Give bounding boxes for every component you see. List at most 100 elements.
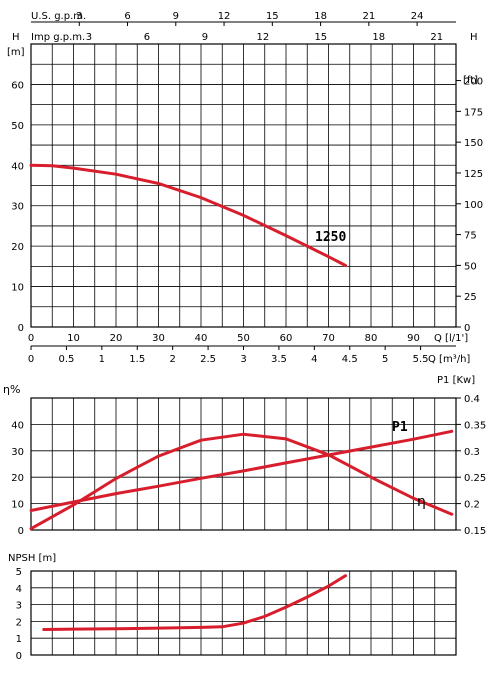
head-m-tick-label: 30	[11, 202, 24, 213]
flow-lmin-tick-label: 50	[237, 333, 250, 344]
us-gpm-tick-label: 12	[218, 11, 231, 22]
eta-tick-label: 40	[11, 420, 24, 431]
npsh-tick-label: 5	[16, 567, 22, 578]
npsh-chart-frame	[30, 570, 457, 656]
head-m-tick-label: 20	[11, 242, 24, 253]
head-m-tick-labels: 0 10 20 30 40 50 60	[11, 80, 24, 334]
eta-tick-label: 0	[18, 526, 24, 537]
flow-lmin-tick-label: 80	[365, 333, 378, 344]
right-axis-h-label: H	[470, 32, 478, 43]
npsh-tick-labels: 0 1 2 3 4 5	[16, 567, 22, 662]
flow-m3h-tick-label: 3	[240, 354, 246, 365]
flow-lmin-tick-label: 90	[407, 333, 420, 344]
head-m-tick-label: 10	[11, 283, 24, 294]
head-ft-tick-label: 100	[464, 200, 483, 211]
p1-tick-label: 0.15	[464, 526, 486, 537]
eta-tick-label: 20	[11, 473, 24, 484]
p1-tick-label: 0.3	[464, 447, 480, 458]
us-gpm-tick-label: 15	[266, 11, 279, 22]
flow-m3h-tick-label: 4	[311, 354, 317, 365]
head-ft-tick-label: 50	[464, 261, 477, 272]
flow-lmin-tick-label: 70	[322, 333, 335, 344]
imp-gpm-tick-label: 15	[314, 32, 327, 43]
us-gpm-tick-label: 24	[411, 11, 424, 22]
left-axis-h-label: H	[12, 32, 20, 43]
efficiency-chart-grid	[31, 398, 456, 530]
head-m-tick-label: 60	[11, 80, 24, 91]
us-gpm-tick-label: 18	[314, 11, 327, 22]
p1-tick-label: 0.35	[464, 420, 486, 431]
flow-lmin-tick-label: 60	[280, 333, 293, 344]
head-ft-tick-label: 0	[464, 323, 470, 334]
eta-tick-label: 10	[11, 500, 24, 511]
npsh-tick-label: 1	[16, 634, 22, 645]
flow-m3h-tick-label: 5	[382, 354, 388, 365]
imp-gpm-tick-label: 12	[256, 32, 269, 43]
flow-m3h-tick-label: 3.5	[271, 354, 287, 365]
eta-axis-label: η%	[3, 383, 20, 396]
npsh-panel: NPSH [m] 0 1 2 3 4 5	[8, 553, 457, 662]
flow-m3h-tick-label: 5.5	[413, 354, 429, 365]
flow-lmin-tick-label: 30	[152, 333, 165, 344]
npsh-chart-grid	[31, 571, 456, 655]
head-ft-tick-label: 75	[464, 231, 477, 242]
head-ft-tick-label: 150	[464, 138, 483, 149]
flow-m3h-tick-label: 2.5	[200, 354, 216, 365]
flow-m3h-tick-label: 0	[28, 354, 34, 365]
head-ft-tick-label: 125	[464, 169, 483, 180]
us-gpm-tick-label: 3	[76, 11, 82, 22]
eta-curve-label: η	[417, 494, 426, 510]
imp-gpm-tick-label: 21	[430, 32, 443, 43]
p1-curve-label: P1	[392, 420, 408, 435]
npsh-tick-label: 0	[16, 651, 22, 662]
flow-m3h-tick-label: 0.5	[58, 354, 74, 365]
flow-lmin-tick-label: 10	[67, 333, 80, 344]
efficiency-chart-frame	[30, 397, 457, 531]
npsh-curve	[42, 574, 347, 631]
flow-lmin-tick-label: 0	[28, 333, 34, 344]
efficiency-curve	[29, 432, 454, 531]
imp-gpm-tick-label: 9	[202, 32, 208, 43]
imp-gpm-tick-label: 18	[372, 32, 385, 43]
us-gpm-axis-label: U.S. g.p.m.	[31, 11, 86, 22]
flow-m3h-tick-label: 2	[169, 354, 175, 365]
head-m-tick-label: 50	[11, 121, 24, 132]
head-chart-grid	[31, 44, 456, 327]
eta-tick-label: 30	[11, 447, 24, 458]
head-m-tick-label: 0	[18, 323, 24, 334]
eta-tick-labels: 0 10 20 30 40	[11, 420, 24, 537]
us-gpm-tick-label: 21	[362, 11, 375, 22]
flow-m3h-tick-label: 1	[99, 354, 105, 365]
p1-tick-label: 0.4	[464, 394, 480, 405]
head-m-tick-label: 40	[11, 161, 24, 172]
p1-tick-label: 0.2	[464, 500, 480, 511]
flow-m3h-tick-label: 4.5	[342, 354, 358, 365]
npsh-axis-label: NPSH [m]	[8, 553, 56, 564]
npsh-tick-label: 4	[16, 584, 22, 595]
head-chart-frame	[30, 43, 457, 328]
power-p1-curve	[29, 429, 454, 512]
p1-tick-label: 0.25	[464, 473, 486, 484]
p1-axis-label: P1 [Kw]	[437, 375, 475, 386]
flow-lmin-tick-label: 20	[110, 333, 123, 344]
flow-lmin-tick-label: 40	[195, 333, 208, 344]
imp-gpm-tick-group: 3 6 9 12 15 18 21	[86, 32, 443, 43]
right-axis-unit-label: [ft]	[463, 75, 478, 86]
head-curve-1250	[29, 163, 347, 267]
us-gpm-tick-label: 9	[173, 11, 179, 22]
us-gpm-tick-label: 6	[124, 11, 130, 22]
head-ft-tick-label: 175	[464, 107, 483, 118]
npsh-tick-label: 2	[16, 617, 22, 628]
head-ft-tick-label: 25	[464, 292, 477, 303]
imp-gpm-tick-label: 3	[86, 32, 92, 43]
flow-m3h-tick-label: 1.5	[129, 354, 145, 365]
imp-gpm-axis-label: Imp g.p.m.	[31, 32, 85, 43]
p1-tick-labels: 0.15 0.2 0.25 0.3 0.35 0.4	[456, 394, 486, 537]
flow-lmin-tick-labels: 0 10 20 30 40 50 60 70 80 90	[28, 333, 420, 344]
us-gpm-tick-group: 3 6 9 12 15 18 21 24	[76, 11, 423, 26]
head-ft-tick-label: 200	[464, 77, 483, 88]
model-1250-label: 1250	[315, 230, 346, 245]
